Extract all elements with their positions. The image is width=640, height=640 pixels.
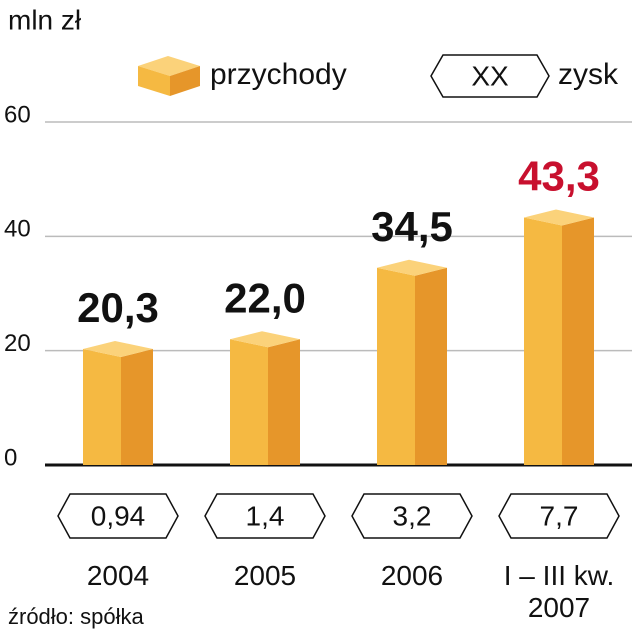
profit-label: 0,94: [91, 500, 146, 531]
profit-hex: [351, 493, 473, 539]
bar-top-face: [230, 331, 300, 348]
unit-label: mln zł: [8, 4, 82, 35]
bar-left-face: [524, 217, 562, 465]
profit-label: 7,7: [540, 500, 579, 531]
profit-hex: [57, 493, 179, 539]
legend-hex: [430, 54, 550, 98]
x-tick-label: 2006: [380, 560, 444, 591]
value-label: 22,0: [224, 274, 306, 321]
legend-sample: XX: [471, 60, 509, 91]
legend-swatch-left: [138, 66, 170, 96]
value-label: 34,5: [371, 203, 453, 250]
profit-label: 1,4: [246, 500, 285, 531]
bar-left-face: [377, 267, 415, 465]
y-tick-label: 40: [4, 216, 31, 243]
bar-right-face: [562, 217, 594, 465]
bar-right-face: [121, 348, 153, 465]
y-tick-label: 0: [4, 444, 17, 471]
bar-left-face: [230, 339, 268, 465]
legend-swatch-right: [170, 66, 200, 96]
source: źródło: spółka: [8, 604, 145, 629]
bar-right-face: [268, 339, 300, 465]
profit-hex: [204, 493, 326, 539]
y-tick-label: 20: [4, 330, 31, 357]
bar-top-face: [524, 209, 594, 226]
legend-label: przychody: [210, 58, 347, 91]
profit-hex: [498, 493, 620, 539]
value-label: 20,3: [77, 284, 159, 331]
x-tick-label: 2005: [233, 560, 297, 591]
legend-label: zysk: [558, 58, 619, 91]
bar-top-face: [83, 340, 153, 357]
profit-label: 3,2: [393, 500, 432, 531]
y-tick-label: 60: [4, 101, 31, 128]
value-label: 43,3: [518, 153, 600, 200]
x-tick-label: I – III kw. 2007: [503, 560, 615, 623]
x-tick-label: 2004: [86, 560, 150, 591]
bar-right-face: [415, 267, 447, 465]
legend-swatch-top: [138, 56, 200, 76]
bar-top-face: [377, 259, 447, 276]
bar-left-face: [83, 348, 121, 465]
